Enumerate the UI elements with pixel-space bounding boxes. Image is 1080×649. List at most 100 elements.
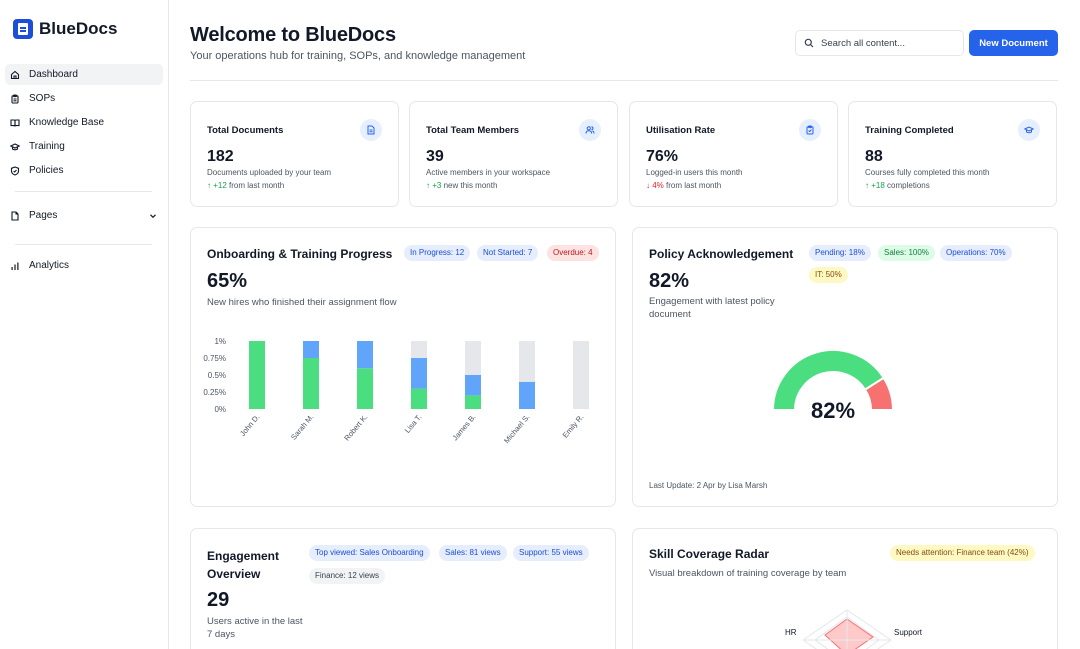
- x-tick-label: Robert K.: [342, 413, 369, 443]
- status-badge-needs-attention: Needs attention: Finance team (42%): [890, 545, 1035, 561]
- sidebar-divider: [15, 191, 152, 192]
- brand[interactable]: BlueDocs: [13, 19, 117, 39]
- status-badge-in-progress: In Progress: 12: [404, 245, 471, 261]
- sidebar-item-label: Analytics: [29, 260, 70, 271]
- sidebar-item-label: Knowledge Base: [29, 117, 105, 128]
- stat-value: 39: [426, 148, 444, 165]
- sidebar: BlueDocs Dashboard SOPs Knowledge Base T…: [0, 0, 169, 649]
- panel-title: Engagement Overview: [207, 547, 279, 583]
- panel-title: Policy Acknowledgement: [649, 247, 794, 261]
- clipboard-icon: [10, 93, 20, 104]
- trend-text: new this month: [443, 181, 498, 190]
- y-tick-label: 0.75%: [203, 354, 226, 363]
- search-input[interactable]: [821, 37, 951, 49]
- sidebar-divider: [15, 244, 152, 245]
- trend-value: 4%: [652, 181, 664, 190]
- status-badge-support-views: Support: 55 views: [513, 545, 589, 561]
- stat-trend: ↓ 4% from last month: [646, 181, 721, 190]
- panel-title: Skill Coverage Radar: [649, 547, 770, 561]
- radar-label-support: Support: [894, 628, 923, 637]
- status-badge-overdue: Overdue: 4: [547, 245, 599, 261]
- status-badge-pending: Pending: 18%: [809, 245, 871, 261]
- panel-title-line: Engagement: [207, 549, 280, 563]
- bar-segment: [465, 395, 481, 409]
- x-tick-label: Sarah M.: [289, 413, 315, 442]
- stat-label: Utilisation Rate: [646, 125, 716, 136]
- sidebar-item-training[interactable]: Training: [5, 136, 163, 157]
- radar-label-hr: HR: [785, 628, 797, 637]
- trend-up-icon: ↑: [426, 181, 430, 190]
- bar-segment: [465, 375, 481, 396]
- new-document-button[interactable]: New Document: [969, 30, 1058, 56]
- clipboard-check-icon: [799, 119, 821, 141]
- x-tick-label: Emily R.: [561, 413, 586, 440]
- policy-acknowledgement-panel: Policy Acknowledgement Pending: 18% Sale…: [632, 227, 1058, 507]
- policy-percentage: 82%: [649, 270, 690, 292]
- bar-segment: [411, 358, 427, 389]
- sidebar-item-label: Pages: [29, 210, 58, 221]
- trend-value: +12: [213, 181, 227, 190]
- sidebar-item-pages[interactable]: Pages: [10, 210, 158, 221]
- x-tick-label: James B.: [451, 413, 478, 443]
- last-update-text: Last Update: 2 Apr by Lisa Marsh: [649, 481, 768, 490]
- sidebar-item-dashboard[interactable]: Dashboard: [5, 64, 163, 85]
- bar-segment: [249, 341, 265, 409]
- bar-segment: [519, 341, 535, 382]
- stat-description: Active members in your workspace: [426, 168, 551, 177]
- sidebar-item-label: SOPs: [29, 93, 56, 104]
- trend-down-icon: ↓: [646, 181, 650, 190]
- sidebar-nav: Dashboard SOPs Knowledge Base Training P…: [5, 64, 163, 184]
- sidebar-item-analytics[interactable]: Analytics: [10, 260, 69, 271]
- skill-radar-chart: [803, 609, 892, 649]
- panel-description: Visual breakdown of training coverage by…: [649, 568, 847, 579]
- status-badge-sales-views: Sales: 81 views: [439, 545, 507, 561]
- status-badge-finance-views: Finance: 12 views: [309, 568, 386, 584]
- trend-value: +3: [432, 181, 442, 190]
- gauge-label: 82%: [811, 398, 855, 423]
- sidebar-item-sops[interactable]: SOPs: [5, 88, 163, 109]
- y-tick-label: 1%: [214, 337, 226, 346]
- trend-up-icon: ↑: [207, 181, 211, 190]
- trend-text: completions: [887, 181, 930, 190]
- status-badge-not-started: Not Started: 7: [477, 245, 539, 261]
- sidebar-item-label: Dashboard: [29, 69, 78, 80]
- panel-description: Engagement with latest policy document: [649, 296, 775, 320]
- graduation-cap-icon: [10, 142, 20, 152]
- panel-title-line: Overview: [207, 567, 261, 581]
- stat-trend: ↑ +18 completions: [865, 181, 930, 190]
- y-tick-label: 0.5%: [208, 371, 226, 380]
- bar-segment: [411, 341, 427, 358]
- stat-label: Total Documents: [207, 125, 284, 136]
- sidebar-item-label: Policies: [29, 165, 64, 176]
- header-divider: [190, 80, 1058, 81]
- bar-segment: [573, 341, 589, 409]
- graduation-cap-icon: [1018, 119, 1040, 141]
- users-icon: [579, 119, 601, 141]
- engagement-overview-panel: Engagement Overview Top viewed: Sales Onb…: [190, 528, 616, 649]
- file-icon: [10, 210, 20, 221]
- gauge-segment: [863, 376, 895, 411]
- stat-label: Training Completed: [865, 125, 954, 136]
- sidebar-item-policies[interactable]: Policies: [5, 160, 163, 181]
- stat-label: Total Team Members: [426, 125, 520, 136]
- bar-segment: [357, 341, 373, 369]
- book-icon: [10, 118, 20, 128]
- bar-segment: [519, 381, 535, 409]
- bar-segment: [303, 358, 319, 409]
- stat-value: 88: [865, 148, 883, 165]
- bar-segment: [357, 368, 373, 409]
- status-badge-sales: Sales: 100%: [878, 245, 935, 261]
- status-badge-operations: Operations: 70%: [940, 245, 1012, 261]
- x-tick-label: Michael S.: [502, 413, 531, 446]
- stat-card-utilisation-rate: Utilisation Rate 76% Logged-in users thi…: [629, 101, 838, 207]
- onboarding-progress-panel: Onboarding & Training Progress In Progre…: [190, 227, 616, 507]
- description-line: Users active in the last: [207, 616, 303, 627]
- home-icon: [10, 70, 20, 80]
- stat-description: Courses fully completed this month: [865, 168, 990, 177]
- search-box[interactable]: [795, 30, 964, 56]
- chevron-down-icon[interactable]: [148, 211, 158, 221]
- sidebar-item-knowledge-base[interactable]: Knowledge Base: [5, 112, 163, 133]
- stat-value: 182: [207, 148, 234, 165]
- page-subtitle: Your operations hub for training, SOPs, …: [190, 50, 526, 62]
- onboarding-bar-chart: 0% 0.25% 0.5% 0.75% 1% John D. Sarah M. Robert …: [203, 337, 589, 446]
